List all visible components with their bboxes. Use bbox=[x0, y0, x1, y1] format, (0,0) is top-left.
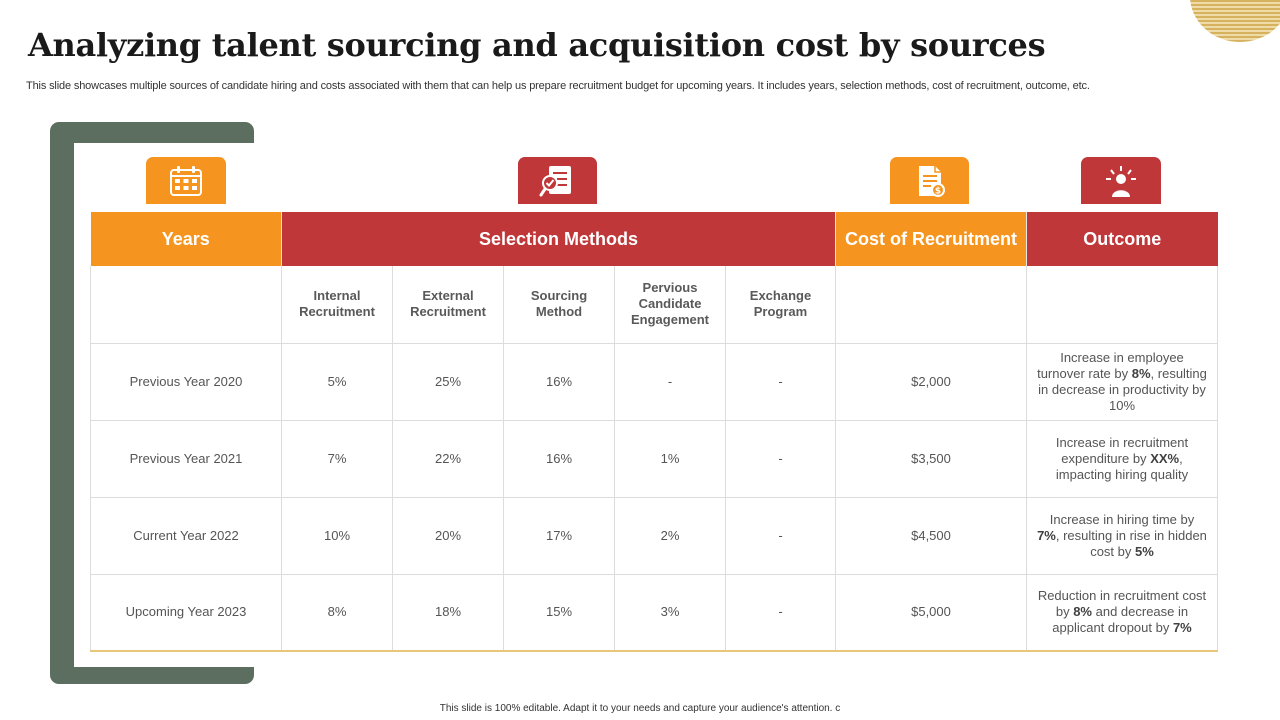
header-selection-methods: Selection Methods bbox=[281, 212, 836, 266]
year-cell: Previous Year 2021 bbox=[90, 420, 282, 498]
calendar-icon bbox=[170, 165, 202, 196]
outcome-highlight: 5% bbox=[1135, 543, 1154, 559]
invoice-icon: $ bbox=[918, 165, 945, 197]
exchange-cell: - bbox=[725, 574, 836, 652]
previous-cell: 1% bbox=[614, 420, 726, 498]
table-row: Previous Year 2021 7% 22% 16% 1% - $3,50… bbox=[90, 420, 1218, 498]
cost-cell: $4,500 bbox=[835, 497, 1027, 575]
selection-icon-tab bbox=[518, 157, 597, 204]
outcome-text: Increase in recruitment expenditure by bbox=[1055, 434, 1189, 466]
header-years: Years bbox=[90, 212, 282, 266]
outcome-text: , resulting in rise in hidden cost by bbox=[1055, 527, 1207, 559]
outcome-cell: Reduction in recruitment cost by 8% and … bbox=[1026, 574, 1218, 652]
outcome-icon-tab bbox=[1081, 157, 1161, 204]
exchange-cell: - bbox=[725, 497, 836, 575]
footer-note: This slide is 100% editable. Adapt it to… bbox=[439, 703, 841, 714]
external-cell: 18% bbox=[392, 574, 504, 652]
internal-cell: 8% bbox=[281, 574, 393, 652]
previous-cell: 2% bbox=[614, 497, 726, 575]
corner-decoration bbox=[1190, 0, 1280, 42]
subheader-previous-engagement: Pervious Candidate Engagement bbox=[614, 266, 726, 344]
table-row: Upcoming Year 2023 8% 18% 15% 3% - $5,00… bbox=[90, 574, 1218, 652]
outcome-text: Increase in employee turnover rate by bbox=[1037, 349, 1184, 381]
cost-cell: $3,500 bbox=[835, 420, 1027, 498]
sourcing-cell: 16% bbox=[503, 420, 615, 498]
subheader-empty bbox=[1026, 266, 1218, 344]
outcome-text: , impacting hiring quality bbox=[1055, 450, 1189, 482]
years-icon-tab bbox=[146, 157, 226, 204]
page-title: Analyzing talent sourcing and acquisitio… bbox=[28, 26, 1046, 64]
subheader-empty bbox=[90, 266, 282, 344]
outcome-highlight: 8% bbox=[1131, 365, 1151, 381]
external-cell: 22% bbox=[392, 420, 504, 498]
internal-cell: 10% bbox=[281, 497, 393, 575]
year-cell: Upcoming Year 2023 bbox=[90, 574, 282, 652]
internal-cell: 5% bbox=[281, 343, 393, 421]
cost-icon-tab: $ bbox=[890, 157, 969, 204]
outcome-cell: Increase in hiring time by 7%, resulting… bbox=[1026, 497, 1218, 575]
exchange-cell: - bbox=[725, 420, 836, 498]
external-cell: 20% bbox=[392, 497, 504, 575]
subheader-sourcing: Sourcing Method bbox=[503, 266, 615, 344]
subheader-external: External Recruitment bbox=[392, 266, 504, 344]
subheader-internal: Internal Recruitment bbox=[281, 266, 393, 344]
outcome-cell: Increase in employee turnover rate by 8%… bbox=[1026, 343, 1218, 421]
outcome-text: , resulting in decrease in productivity … bbox=[1038, 365, 1207, 413]
svg-text:$: $ bbox=[934, 186, 940, 196]
outcome-cell: Increase in recruitment expenditure by X… bbox=[1026, 420, 1218, 498]
internal-cell: 7% bbox=[281, 420, 393, 498]
sourcing-cell: 17% bbox=[503, 497, 615, 575]
page-subtitle: This slide showcases multiple sources of… bbox=[26, 80, 1090, 92]
year-cell: Current Year 2022 bbox=[90, 497, 282, 575]
table-row: Previous Year 2020 5% 25% 16% - - $2,000… bbox=[90, 343, 1218, 421]
outcome-highlight: XX% bbox=[1150, 450, 1180, 466]
header-outcome: Outcome bbox=[1026, 212, 1218, 266]
outcome-text: Increase in hiring time by bbox=[1049, 511, 1195, 527]
subheader-empty bbox=[835, 266, 1027, 344]
outcome-highlight: 7% bbox=[1172, 620, 1192, 636]
idea-person-icon bbox=[1106, 165, 1136, 197]
header-cost: Cost of Recruitment bbox=[835, 212, 1027, 266]
cost-table: Years Selection Methods Cost of Recruitm… bbox=[90, 212, 1218, 652]
external-cell: 25% bbox=[392, 343, 504, 421]
cost-cell: $2,000 bbox=[835, 343, 1027, 421]
outcome-text: and decrease in applicant dropout by bbox=[1052, 604, 1189, 636]
subheader-exchange: Exchange Program bbox=[725, 266, 836, 344]
table-row: Current Year 2022 10% 20% 17% 2% - $4,50… bbox=[90, 497, 1218, 575]
sourcing-cell: 15% bbox=[503, 574, 615, 652]
previous-cell: - bbox=[614, 343, 726, 421]
previous-cell: 3% bbox=[614, 574, 726, 652]
cost-cell: $5,000 bbox=[835, 574, 1027, 652]
outcome-highlight: 7% bbox=[1037, 527, 1056, 543]
exchange-cell: - bbox=[725, 343, 836, 421]
year-cell: Previous Year 2020 bbox=[90, 343, 282, 421]
document-check-icon bbox=[539, 165, 571, 196]
outcome-highlight: 8% bbox=[1073, 604, 1092, 620]
outcome-text: Reduction in recruitment cost by bbox=[1037, 588, 1207, 620]
sourcing-cell: 16% bbox=[503, 343, 615, 421]
